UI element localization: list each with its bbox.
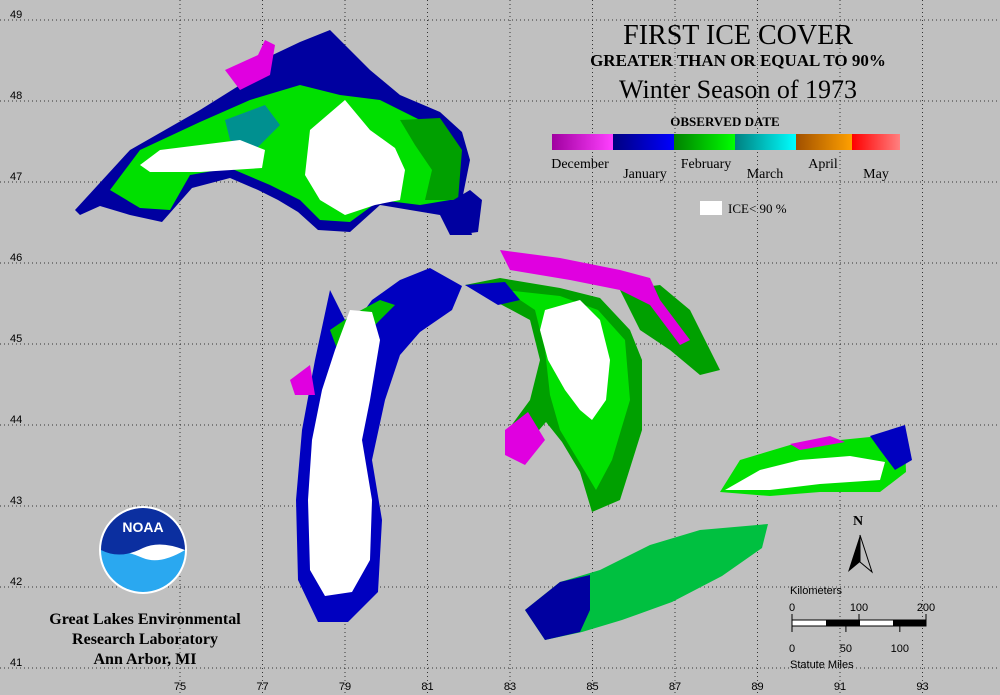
latitude-label: 43 — [10, 495, 22, 507]
scale-title: Statute Miles — [790, 659, 854, 671]
legend-swatch — [674, 134, 735, 150]
latitude-label: 46 — [10, 252, 22, 264]
legend-label: April — [808, 157, 838, 172]
season: Winter Season of 1973 — [619, 75, 857, 104]
legend-label: February — [681, 157, 732, 172]
north-channel — [500, 250, 690, 345]
latitude-label: 44 — [10, 414, 22, 426]
lake-ontario — [720, 425, 912, 496]
ice-low-label: ICE< 90 % — [728, 201, 787, 216]
longitude-label: 87 — [669, 681, 681, 693]
ice-low — [540, 300, 610, 420]
legend-swatch — [852, 134, 900, 150]
legend-swatch — [552, 134, 613, 150]
latitude-label: 48 — [10, 90, 22, 102]
legend-swatch — [735, 134, 796, 150]
ice-low-east — [305, 100, 405, 215]
credit-line: Ann Arbor, MI — [94, 651, 197, 668]
latitude-label: 49 — [10, 9, 22, 21]
lake-michigan — [290, 268, 462, 622]
ice-january — [870, 425, 912, 470]
lake-erie — [525, 524, 768, 640]
ice-march — [225, 105, 280, 150]
legend-swatch — [613, 134, 674, 150]
logo-sky — [101, 508, 185, 555]
logo-water — [101, 549, 185, 592]
longitude-label: 79 — [339, 681, 351, 693]
legend-bar — [552, 134, 900, 150]
legend-label: May — [863, 167, 889, 182]
scale-bar — [791, 614, 927, 632]
legend-label: December — [551, 157, 609, 172]
ice-low — [308, 310, 380, 596]
scale-segment — [893, 620, 926, 626]
north-arrow — [859, 534, 874, 574]
lake-superior — [75, 30, 482, 235]
longitude-label: 85 — [586, 681, 598, 693]
credit-line: Research Laboratory — [72, 631, 218, 648]
legend-label: March — [747, 167, 784, 182]
latitude-label: 45 — [10, 333, 22, 345]
scale-label: 100 — [891, 643, 909, 655]
title: FIRST ICE COVER — [623, 20, 853, 51]
logo-text: NOAA — [122, 519, 163, 535]
ice-december — [790, 436, 845, 450]
legend-label: January — [623, 167, 667, 182]
ice-december — [225, 40, 275, 90]
latitude-label: 41 — [10, 657, 22, 669]
ice-low — [725, 456, 885, 490]
scale-title: Kilometers — [790, 585, 842, 597]
ice-january-east — [445, 190, 482, 235]
longitude-label: 83 — [504, 681, 516, 693]
ice-february-late — [400, 118, 462, 200]
longitude-label: 89 — [751, 681, 763, 693]
longitude-label: 81 — [421, 681, 433, 693]
scale-label: 100 — [850, 602, 868, 614]
ice-january — [465, 282, 520, 305]
ice-december — [505, 412, 545, 465]
scale-label: 0 — [789, 643, 795, 655]
latitude-label: 42 — [10, 576, 22, 588]
latitude-label: 47 — [10, 171, 22, 183]
ice-low-swatch — [700, 201, 722, 215]
longitude-label: 75 — [174, 681, 186, 693]
ice-december — [290, 365, 315, 395]
noaa-logo: NOAA — [99, 506, 187, 594]
ice-january — [525, 575, 590, 640]
longitude-label: 93 — [916, 681, 928, 693]
longitude-label: 77 — [256, 681, 268, 693]
longitude-label: 91 — [834, 681, 846, 693]
scale-segment — [826, 620, 860, 626]
scale-label: 50 — [840, 643, 852, 655]
subtitle: GREATER THAN OR EQUAL TO 90% — [590, 51, 886, 70]
lake-huron — [465, 250, 720, 512]
north-label: N — [853, 514, 863, 529]
scale-label: 0 — [789, 602, 795, 614]
legend-swatch — [796, 134, 852, 150]
scale-label: 200 — [917, 602, 935, 614]
north-arrow — [848, 535, 860, 572]
legend-title: OBSERVED DATE — [670, 114, 779, 129]
ice-low-west — [140, 140, 265, 172]
credit-line: Great Lakes Environmental — [49, 611, 241, 628]
